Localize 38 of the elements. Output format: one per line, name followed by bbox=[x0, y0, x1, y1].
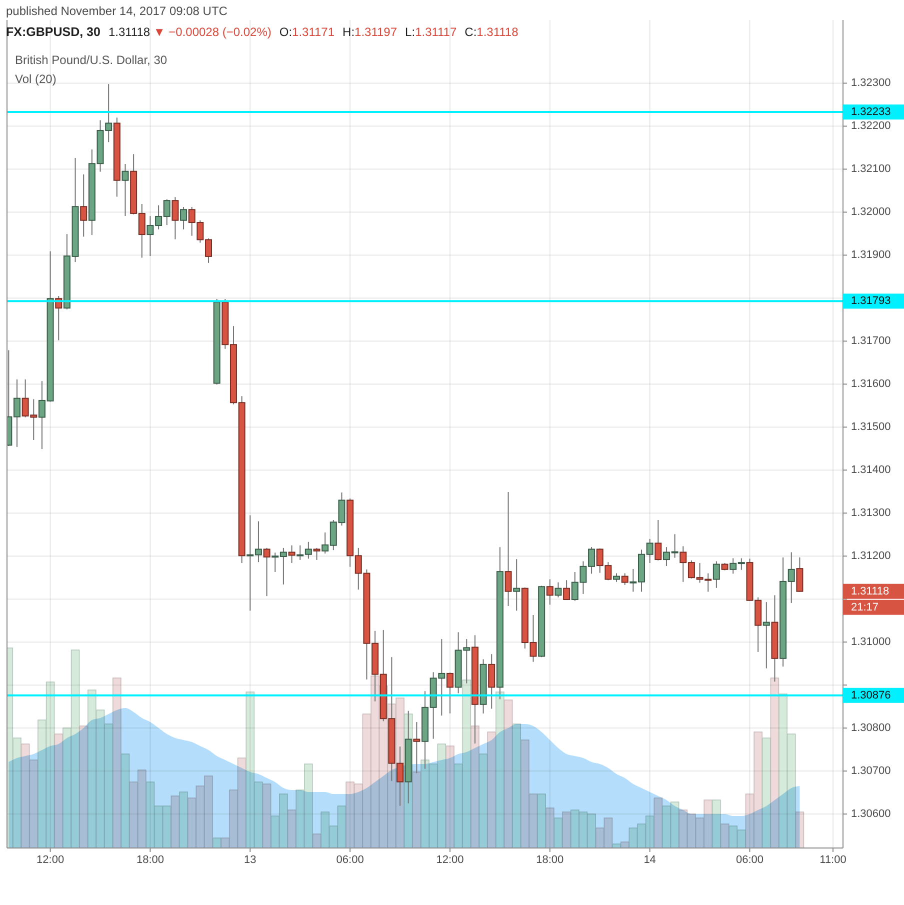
annotation: L:1.31117 bbox=[405, 25, 457, 39]
x-tick-label: 18:00 bbox=[136, 854, 164, 866]
y-tick-label: 1.31400 bbox=[851, 464, 891, 476]
y-tick-label: 1.31500 bbox=[851, 421, 891, 434]
x-tick-label: 18:00 bbox=[536, 854, 564, 866]
x-tick-label: 06:00 bbox=[336, 854, 364, 866]
y-tick-label: 1.32000 bbox=[851, 206, 891, 218]
y-tick-label: 1.31300 bbox=[851, 507, 891, 520]
y-tick-label: 1.32200 bbox=[851, 120, 891, 132]
annotation: C:1.31118 bbox=[464, 25, 519, 39]
ref-line-label: 1.32233 bbox=[851, 106, 891, 118]
text: 21:17 bbox=[851, 601, 879, 614]
x-tick-label: 13 bbox=[244, 854, 256, 866]
y-tick-label: 1.30800 bbox=[851, 722, 891, 734]
x-tick-label: 12:00 bbox=[436, 854, 464, 866]
y-tick-label: 1.30600 bbox=[851, 808, 891, 820]
x-tick-label: 14 bbox=[644, 854, 656, 866]
ref-line-label: 1.30876 bbox=[851, 689, 891, 702]
y-tick-label: 1.31700 bbox=[851, 335, 891, 348]
chart-title: Vol (20) bbox=[15, 72, 56, 86]
x-tick-label: 11:00 bbox=[820, 854, 846, 866]
y-tick-label: 1.31900 bbox=[851, 249, 891, 262]
x-tick-label: 12:00 bbox=[36, 854, 64, 866]
y-tick-label: 1.31600 bbox=[851, 378, 891, 390]
text: British Pound/U.S. Dollar, 30 bbox=[15, 53, 168, 67]
ref-line-label: 1.31793 bbox=[851, 295, 891, 308]
chart-title: FX:GBPUSD, 30 bbox=[6, 25, 101, 39]
x-tick-label: 06:00 bbox=[736, 854, 764, 866]
y-tick-label: 1.30700 bbox=[851, 765, 891, 778]
annotation: O:1.31171 bbox=[279, 25, 335, 39]
y-tick-label: 1.31200 bbox=[851, 550, 891, 562]
annotation: H:1.31197 bbox=[342, 25, 398, 39]
y-tick-label: 1.32100 bbox=[851, 163, 891, 176]
annotation: 1.31118 ▼ −0.00028 (−0.02%) bbox=[108, 25, 272, 39]
text: 1.31118 bbox=[851, 585, 890, 598]
text: published November 14, 2017 09:08 UTC bbox=[6, 4, 228, 18]
y-tick-label: 1.31000 bbox=[851, 636, 891, 648]
y-tick-label: 1.32300 bbox=[851, 77, 891, 90]
